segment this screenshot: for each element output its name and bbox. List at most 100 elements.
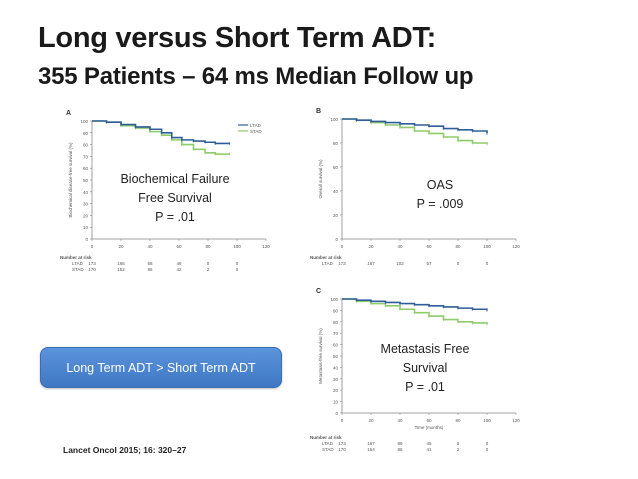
x-tick-label: 0 (341, 418, 344, 423)
y-tick-label: 60 (333, 343, 339, 348)
x-tick-label: 60 (426, 418, 432, 423)
y-tick-label: 100 (330, 117, 338, 122)
risk-value: 42 (176, 267, 182, 272)
risk-value: 0 (236, 267, 239, 272)
y-tick-label: 80 (333, 320, 339, 325)
oas-chart: B 0 20 40 60 80 100 0 20 40 60 80 100 120 Overall surv… (310, 108, 520, 266)
y-axis-label: Biochemical disease-free survival (%) (68, 142, 73, 218)
x-tick-label: 120 (262, 244, 270, 249)
oas-overlay: OAS P = .009 (385, 176, 495, 214)
y-tick-label: 50 (333, 354, 339, 359)
risk-table-label: Number at risk (310, 255, 342, 260)
x-tick-label: 20 (368, 244, 374, 249)
y-tick-label: 100 (80, 119, 88, 124)
panel-letter: B (316, 108, 321, 115)
x-tick-label: 0 (341, 244, 344, 249)
x-tick-label: 80 (205, 244, 211, 249)
risk-value: 45 (426, 441, 432, 446)
x-tick-label: 100 (483, 244, 491, 249)
risk-value: 167 (367, 261, 375, 266)
risk-value: 170 (338, 447, 346, 452)
x-tick-label: 0 (91, 244, 94, 249)
risk-value: 2 (457, 447, 460, 452)
y-tick-label: 70 (83, 154, 89, 159)
bfs-label-1: Biochemical Failure (120, 172, 230, 186)
panel-letter: A (66, 110, 71, 117)
risk-row-name: LTAD (322, 441, 334, 446)
oas-pvalue: P = .009 (416, 197, 464, 211)
bfs-pvalue: P = .01 (155, 210, 195, 224)
x-tick-label: 20 (118, 244, 124, 249)
risk-value: 0 (486, 441, 489, 446)
risk-value: 0 (457, 261, 460, 266)
y-tick-label: 0 (335, 237, 338, 242)
risk-table-label: Number at risk (60, 255, 92, 260)
bfs-label-2: Free Survival (138, 191, 212, 205)
risk-value: 0 (457, 441, 460, 446)
risk-value: 58 (147, 261, 153, 266)
slide-title: Long versus Short Term ADT: (38, 22, 436, 54)
y-tick-label: 0 (335, 411, 338, 416)
risk-table-label: Number at risk (310, 435, 342, 440)
risk-row-name: STAD (72, 267, 84, 272)
y-tick-label: 10 (333, 400, 339, 405)
legend-label: STAD (250, 129, 262, 134)
risk-value: 102 (396, 261, 404, 266)
risk-value: 154 (367, 447, 375, 452)
y-tick-label: 20 (83, 213, 89, 218)
long-term-adt-callout-button[interactable]: Long Term ADT > Short Term ADT (40, 347, 282, 388)
y-tick-label: 90 (83, 131, 89, 136)
risk-row-name: LTAD (72, 261, 84, 266)
panel-letter: C (316, 288, 321, 295)
risk-value: 0 (207, 261, 210, 266)
y-tick-label: 50 (83, 178, 89, 183)
y-axis-label: Overall survival (%) (318, 159, 323, 199)
y-tick-label: 100 (330, 297, 338, 302)
mfs-overlay: Metastasis Free Survival P = .01 (365, 340, 485, 397)
risk-value: 57 (426, 261, 432, 266)
x-tick-label: 120 (512, 418, 520, 423)
y-axis-label: Metastasis-free survival (%) (318, 328, 323, 384)
risk-value: 0 (486, 447, 489, 452)
y-tick-label: 0 (85, 237, 88, 242)
risk-value: 170 (88, 267, 96, 272)
y-tick-label: 40 (83, 190, 89, 195)
risk-row-name: STAD (322, 447, 334, 452)
y-tick-label: 60 (83, 166, 89, 171)
risk-value: 86 (147, 267, 153, 272)
y-tick-label: 90 (333, 308, 339, 313)
risk-value: 86 (397, 447, 403, 452)
risk-value: 167 (367, 441, 375, 446)
x-tick-label: 120 (512, 244, 520, 249)
x-axis-label: Time (months) (415, 425, 444, 430)
bfs-overlay: Biochemical Failure Free Survival P = .0… (100, 170, 250, 227)
y-tick-label: 80 (333, 141, 339, 146)
risk-value: 173 (338, 261, 346, 266)
x-tick-label: 60 (176, 244, 182, 249)
y-tick-label: 30 (333, 377, 339, 382)
mfs-label-2: Survival (402, 361, 448, 375)
x-tick-label: 40 (397, 418, 403, 423)
risk-row-name: LTAD (322, 261, 334, 266)
y-tick-label: 40 (333, 189, 339, 194)
risk-value: 0 (236, 261, 239, 266)
x-tick-label: 20 (368, 418, 374, 423)
slide-subtitle: 355 Patients – 64 ms Median Follow up (38, 63, 474, 90)
risk-value: 166 (117, 261, 125, 266)
risk-value: 0 (486, 261, 489, 266)
x-tick-label: 80 (455, 418, 461, 423)
legend-label: LTAD (250, 123, 262, 128)
y-tick-label: 30 (83, 202, 89, 207)
citation: Lancet Oncol 2015; 16: 320–27 (63, 445, 187, 455)
risk-value: 46 (176, 261, 182, 266)
mfs-label-1: Metastasis Free (380, 342, 470, 356)
x-tick-label: 100 (233, 244, 241, 249)
series-line-ltad (92, 120, 230, 145)
series-line-stad (92, 120, 230, 155)
x-tick-label: 100 (483, 418, 491, 423)
risk-value: 2 (207, 267, 210, 272)
mfs-pvalue: P = .01 (405, 380, 445, 394)
x-tick-label: 40 (147, 244, 153, 249)
y-tick-label: 40 (333, 365, 339, 370)
y-tick-label: 80 (83, 143, 89, 148)
